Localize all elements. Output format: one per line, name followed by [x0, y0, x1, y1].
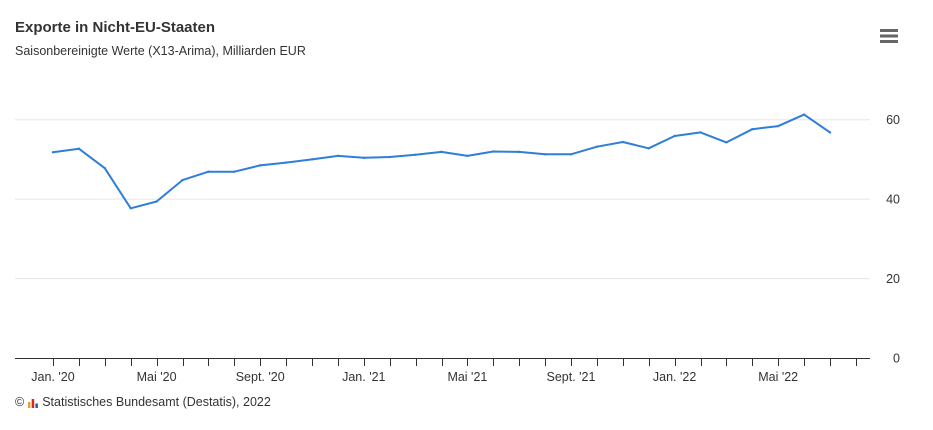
chart-subtitle: Saisonbereinigte Werte (X13-Arima), Mill… [15, 44, 306, 58]
data-point [233, 170, 236, 173]
x-tick-label: Mai '20 [137, 370, 177, 384]
y-tick-label: 40 [886, 193, 900, 207]
x-tick-label: Jan. '21 [342, 370, 385, 384]
data-point [414, 153, 417, 156]
data-point [51, 151, 55, 154]
data-point [440, 150, 443, 154]
copyright-symbol: © [15, 395, 25, 409]
data-point [155, 200, 158, 203]
chart-menu-button[interactable] [876, 26, 902, 46]
data-point [492, 150, 495, 153]
data-point [725, 141, 728, 144]
credit-text: Statistisches Bundesamt (Destatis), 2022 [42, 395, 271, 409]
y-tick-label: 20 [886, 272, 900, 286]
x-tick-label: Sept. '20 [236, 370, 285, 384]
data-point [466, 154, 469, 158]
data-point [129, 207, 132, 210]
data-point [699, 131, 702, 134]
x-tick-label: Mai '22 [758, 370, 798, 384]
data-point [647, 147, 650, 150]
x-tick-label: Mai '21 [447, 370, 487, 384]
hamburger-menu-icon [880, 29, 898, 43]
data-point [828, 131, 832, 134]
data-point [673, 134, 676, 138]
x-tick-label: Sept. '21 [547, 370, 596, 384]
data-point [284, 161, 288, 164]
y-tick-label: 60 [886, 113, 900, 127]
data-point [181, 178, 184, 182]
data-point [207, 170, 210, 173]
data-point [751, 128, 754, 131]
data-point [777, 124, 780, 128]
data-point [362, 156, 365, 160]
data-point [259, 164, 262, 167]
data-point [621, 140, 624, 144]
credit: © Statistisches Bundesamt (Destatis), 20… [15, 395, 271, 409]
data-point [802, 113, 806, 116]
data-point [103, 166, 107, 170]
data-point [543, 153, 547, 156]
series-line [52, 113, 831, 210]
y-tick-label: 0 [893, 352, 900, 366]
destatis-logo-icon [28, 398, 39, 408]
chart-title: Exporte in Nicht-EU-Staaten [15, 19, 216, 36]
x-tick-label: Jan. '22 [653, 370, 696, 384]
data-point [518, 150, 521, 154]
data-point [310, 158, 314, 161]
data-point [336, 154, 340, 158]
data-point [595, 145, 599, 148]
data-point [569, 153, 573, 156]
data-point [77, 147, 81, 150]
data-point [388, 155, 391, 159]
x-tick-label: Jan. '20 [31, 370, 74, 384]
